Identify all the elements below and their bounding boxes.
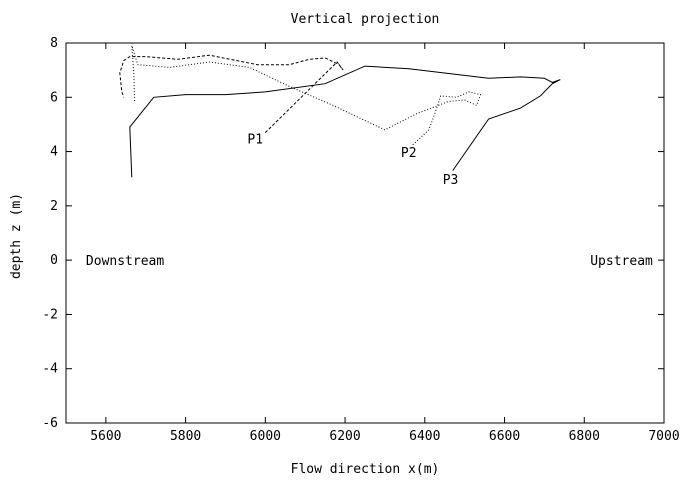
y-tick-label: 0 <box>50 253 58 268</box>
y-tick-label: 6 <box>50 90 58 105</box>
axis-ticks: 5600 5800 6000 6200 6400 6600 6800 7000 -6 -4 -2 0 2… <box>42 36 679 444</box>
annotation-downstream: Downstream <box>86 254 164 269</box>
series-layer: P1 P2 P3 <box>119 45 561 188</box>
y-tick-label: -6 <box>42 416 58 431</box>
series-p1: P1 <box>119 54 344 147</box>
x-tick-label: 6600 <box>489 429 520 444</box>
y-tick-label: 8 <box>50 36 58 51</box>
series-p2: P2 <box>131 45 482 161</box>
x-tick-label: 6400 <box>409 429 440 444</box>
y-tick-label: -4 <box>42 362 58 377</box>
series-label-p1: P1 <box>247 132 263 147</box>
series-line-p3 <box>129 65 561 178</box>
annotation-layer: Downstream Upstream <box>86 254 653 269</box>
x-tick-label: 6000 <box>250 429 281 444</box>
x-tick-label: 5600 <box>90 429 121 444</box>
x-axis-label: Flow direction x(m) <box>291 462 440 477</box>
series-line-p2 <box>131 45 482 146</box>
plot-frame <box>65 42 665 424</box>
y-tick-label: 2 <box>50 199 58 214</box>
y-axis-label: depth z (m) <box>9 193 24 279</box>
x-tick-label: 7000 <box>648 429 679 444</box>
series-p3: P3 <box>129 65 561 188</box>
chart-title: Vertical projection <box>291 12 440 27</box>
y-tick-label: 4 <box>50 145 58 160</box>
series-label-p3: P3 <box>443 173 459 188</box>
annotation-upstream: Upstream <box>590 254 653 269</box>
series-line-p1 <box>119 54 344 133</box>
x-tick-label: 6800 <box>569 429 600 444</box>
x-tick-label: 5800 <box>170 429 201 444</box>
y-tick-label: -2 <box>42 307 58 322</box>
series-label-p2: P2 <box>401 146 417 161</box>
x-tick-label: 6200 <box>329 429 360 444</box>
